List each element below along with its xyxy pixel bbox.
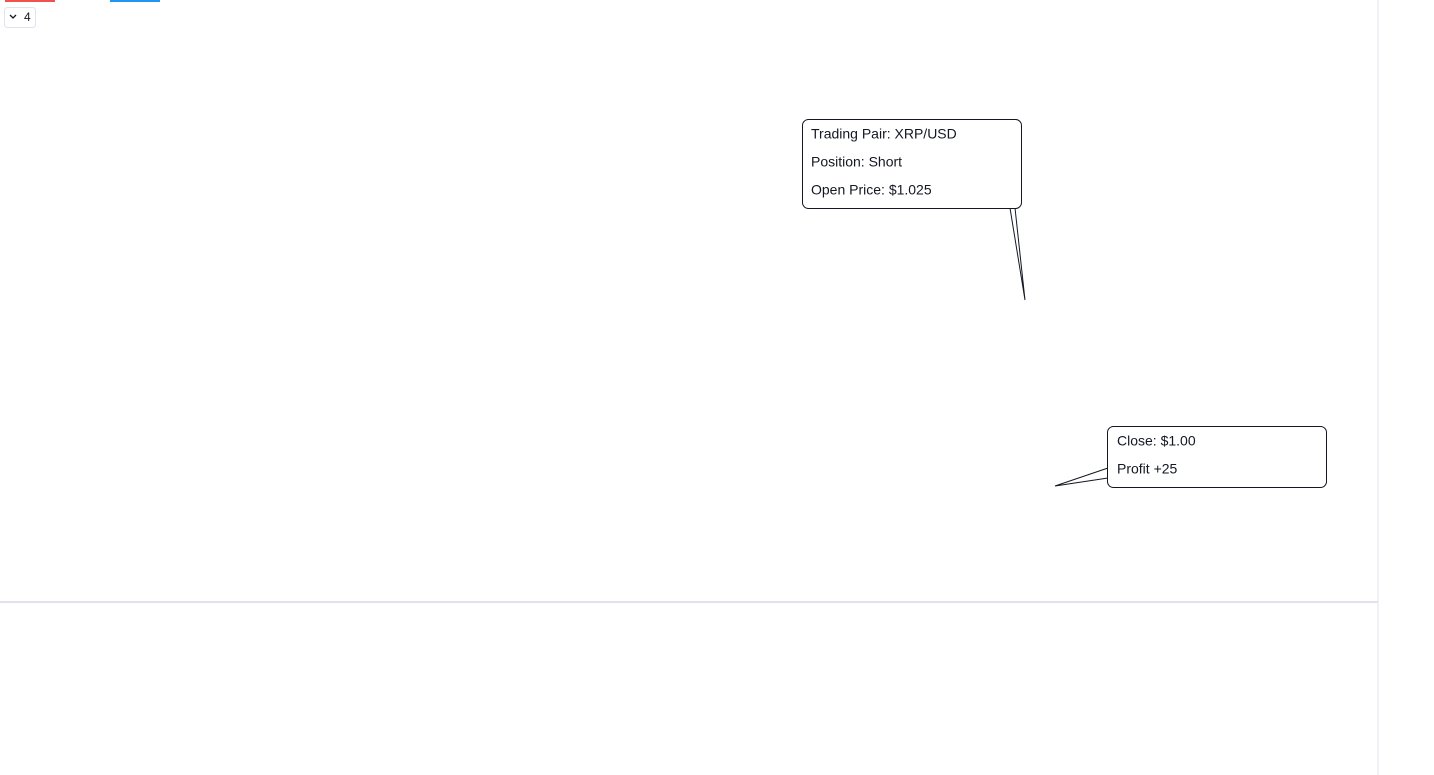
callout: Close: $1.00 Profit +25 <box>1054 426 1327 488</box>
toolbar: 4 <box>4 0 160 28</box>
callout-pointer <box>1009 207 1026 301</box>
callout: Trading Pair: XRP/USD Position: Short Op… <box>802 119 1026 301</box>
toolbar-edge <box>110 0 160 2</box>
callout-text: Position: Short <box>811 154 902 170</box>
callout-text: Profit +25 <box>1117 461 1178 477</box>
chevron-icon <box>9 14 17 19</box>
indicator-toggle[interactable] <box>4 7 36 28</box>
callout-text: Trading Pair: XRP/USD <box>811 126 957 142</box>
callout-pointer <box>1054 467 1109 487</box>
callout-box <box>1107 426 1327 488</box>
toolbar-edge <box>5 0 55 2</box>
axis-layer <box>0 0 1379 775</box>
callout-text: Open Price: $1.025 <box>811 182 932 198</box>
callout-box <box>802 119 1022 209</box>
indicator-count: 4 <box>24 10 31 24</box>
callout-text: Close: $1.00 <box>1117 433 1196 449</box>
